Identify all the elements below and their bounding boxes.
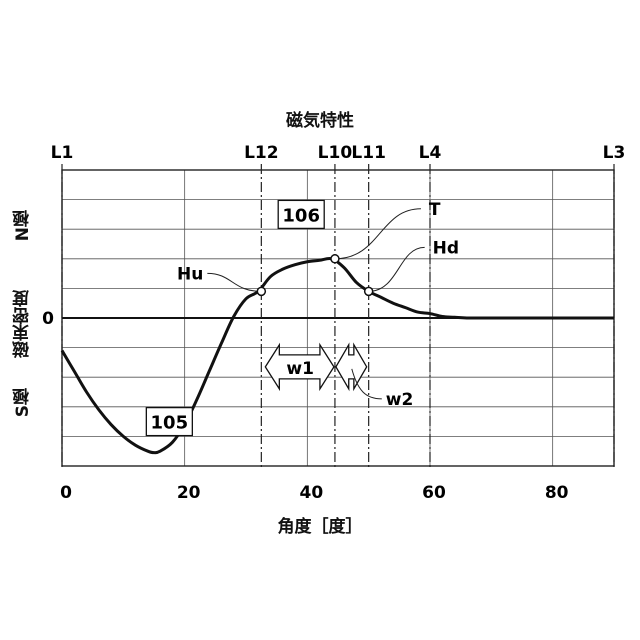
point-hu [257, 287, 265, 295]
width-label-w2: w2 [386, 390, 414, 410]
point-label-t: T [429, 200, 441, 220]
reference-label-l12: L12 [244, 143, 279, 163]
width-arrow-w2 [336, 345, 367, 389]
x-tick-label: 80 [545, 483, 569, 503]
x-tick-label: 40 [299, 483, 323, 503]
y-zero-tick-label: 0 [42, 309, 54, 329]
x-tick-label: 60 [422, 483, 446, 503]
x-tick-label: 20 [177, 483, 201, 503]
reference-label-l3: L3 [603, 143, 626, 163]
reference-label-l4: L4 [419, 143, 442, 163]
reference-label-l10: L10 [318, 143, 353, 163]
x-tick-label: 0 [60, 483, 72, 503]
leader-line-hd [369, 247, 425, 291]
reference-label-l1: L1 [51, 143, 74, 163]
callout-label-105: 105 [151, 413, 189, 434]
point-hd [365, 287, 373, 295]
leader-line-t [335, 209, 421, 259]
callout-label-106: 106 [282, 205, 320, 226]
point-t [331, 255, 339, 263]
flux-density-curve [62, 258, 614, 452]
reference-label-l11: L11 [351, 143, 386, 163]
point-label-hd: Hd [433, 238, 459, 258]
point-label-hu: Hu [177, 264, 203, 284]
width-label-w1: w1 [286, 359, 314, 379]
